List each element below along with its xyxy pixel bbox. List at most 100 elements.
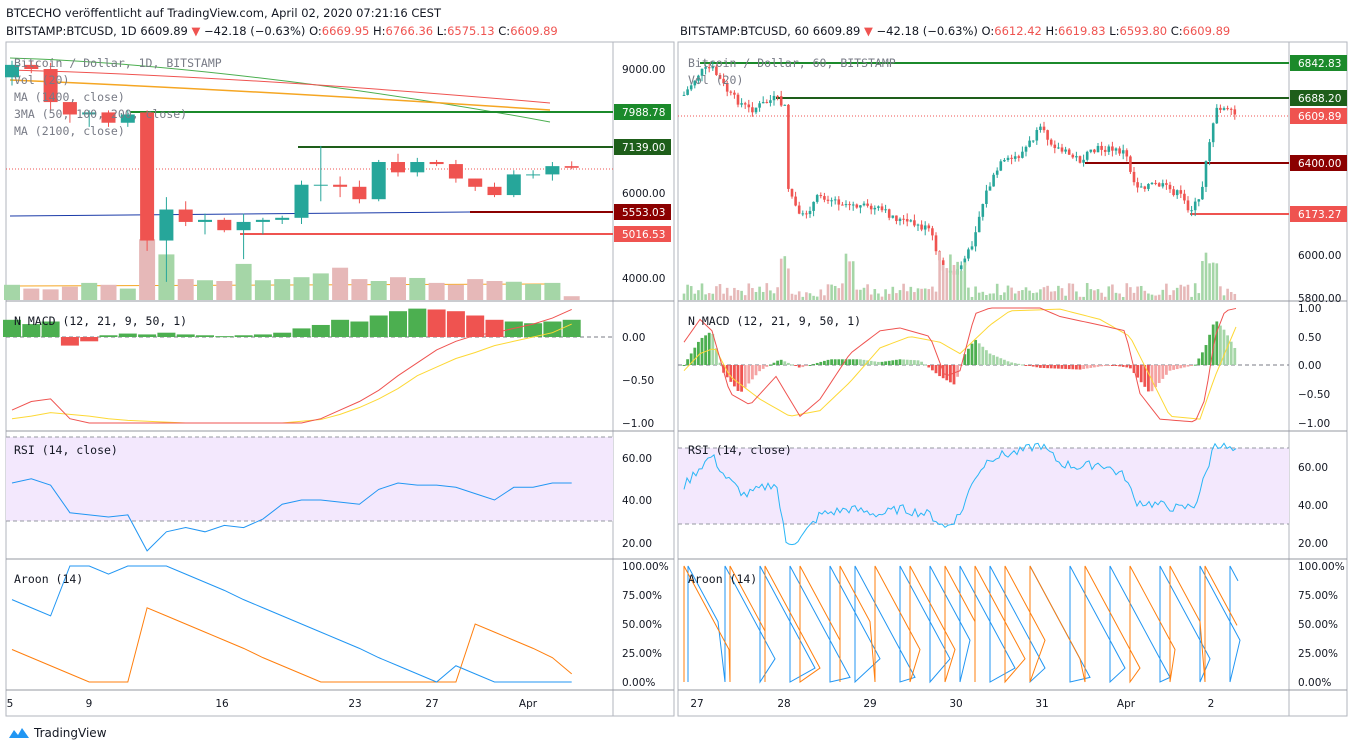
r-volume-bar	[1168, 294, 1172, 300]
r-volume-bar	[819, 289, 823, 300]
r-candle-body	[1139, 186, 1143, 188]
r-volume-bar	[1010, 287, 1013, 300]
candle-body	[62, 102, 77, 115]
r-macd-hist-bar	[1165, 365, 1168, 375]
r-macd-hist-bar	[905, 359, 909, 365]
r-candle-body	[1006, 157, 1010, 160]
r-candle-body	[812, 201, 815, 211]
r-candle-body	[689, 85, 693, 90]
r-macd-hist-bar	[1049, 365, 1053, 369]
r-volume-bar	[1003, 292, 1006, 300]
r-candle-body	[1193, 201, 1197, 211]
r-candle-body	[1111, 146, 1114, 151]
r-volume-bar	[707, 293, 711, 300]
r-volume-bar	[945, 268, 949, 300]
macd-hist-bar	[22, 324, 41, 337]
r-candle-body	[1071, 154, 1075, 158]
left-price-legend-4: MA (2100, close)	[14, 124, 125, 138]
r-macd-hist-bar	[1129, 365, 1132, 369]
macd-hist-bar	[253, 334, 272, 337]
r-candle-body	[1010, 157, 1013, 159]
r-macd-hist-bar	[1031, 365, 1035, 367]
r-volume-bar	[740, 290, 743, 300]
r-candle-body	[1096, 145, 1100, 153]
macd-hist-bar	[41, 321, 60, 337]
r-candle-body	[733, 92, 736, 95]
r-candle-body	[1219, 107, 1222, 110]
volume-bar	[505, 281, 522, 300]
right-macd-tick: −0.50	[1298, 389, 1330, 401]
r-macd-hist-bar	[740, 365, 743, 392]
left-low: 6575.13	[447, 24, 495, 38]
r-candle-body	[920, 224, 923, 230]
r-volume-bar	[1093, 290, 1096, 300]
r-candle-body	[1003, 159, 1006, 162]
volume-bar	[81, 282, 98, 300]
r-volume-bar	[1039, 289, 1042, 300]
r-candle-body	[1013, 156, 1017, 159]
r-volume-bar	[981, 291, 985, 300]
r-volume-bar	[1229, 292, 1233, 300]
right-arrow-icon: ▼	[864, 24, 873, 38]
r-macd-hist-bar	[1046, 365, 1049, 369]
r-macd-hist-bar	[1103, 365, 1107, 366]
candle-body	[468, 178, 483, 187]
r-macd-hist-bar	[999, 358, 1003, 365]
left-time-tick: Apr	[519, 698, 538, 710]
r-volume-bar	[1204, 252, 1208, 300]
r-macd-hist-bar	[956, 365, 959, 377]
volume-bar	[428, 282, 445, 300]
r-volume-bar	[949, 254, 952, 300]
r-macd-hist-bar	[812, 363, 815, 365]
aroon-up-line	[11, 607, 573, 683]
r-candle-body	[927, 225, 931, 229]
candle-body	[198, 219, 212, 222]
right-symbol: BITSTAMP:BTCUSD, 60 6609.89	[680, 24, 861, 38]
r-candle-body	[1125, 150, 1129, 157]
r-volume-bar	[1175, 287, 1179, 300]
right-price-tick: 6000.00	[1298, 250, 1341, 262]
r-volume-bar	[1186, 284, 1190, 300]
r-candle-body	[992, 174, 995, 187]
volume-bar	[274, 279, 291, 300]
r-volume-bar	[1060, 288, 1064, 300]
macd-hist-bar	[273, 332, 292, 337]
r-volume-bar	[873, 289, 877, 300]
volume-bar	[467, 279, 484, 300]
r-volume-bar	[1049, 291, 1053, 300]
r-volume-bar	[1071, 283, 1075, 300]
left-macd-legend: N MACD (12, 21, 9, 50, 1)	[14, 314, 187, 328]
r-macd-hist-bar	[862, 359, 866, 365]
r-candle-body	[887, 209, 891, 218]
volume-bar	[332, 267, 349, 300]
r-volume-bar	[715, 286, 718, 300]
r-macd-hist-bar	[934, 365, 938, 374]
r-macd-hist-bar	[1201, 352, 1204, 365]
r-candle-body	[769, 100, 772, 103]
candle-body	[5, 64, 19, 78]
right-aroon-tick: 50.00%	[1298, 619, 1338, 631]
r-candle-body	[923, 225, 927, 230]
r-macd-hist-bar	[697, 341, 700, 365]
candle-body	[333, 184, 348, 187]
r-volume-bar	[1125, 283, 1129, 300]
r-macd-hist-bar	[733, 365, 736, 387]
r-macd-hist-bar	[1161, 365, 1165, 379]
left-macd-tick: −1.00	[622, 418, 654, 430]
r-macd-hist-bar	[1039, 365, 1042, 368]
volume-bar	[100, 284, 117, 300]
r-volume-bar	[1035, 292, 1039, 300]
r-candle-body	[693, 80, 697, 86]
r-candle-body	[1229, 108, 1233, 110]
volume-bar	[254, 280, 271, 300]
right-high: 6619.83	[1058, 24, 1106, 38]
r-macd-hist-bar	[736, 365, 740, 391]
r-macd-hist-bar	[1233, 347, 1237, 365]
r-candle-body	[895, 215, 898, 222]
r-volume-bar	[733, 287, 736, 300]
r-macd-hist-bar	[1147, 365, 1150, 392]
r-volume-bar	[722, 293, 725, 300]
r-volume-bar	[1161, 289, 1165, 300]
right-aroon-tick: 100.00%	[1298, 561, 1345, 573]
